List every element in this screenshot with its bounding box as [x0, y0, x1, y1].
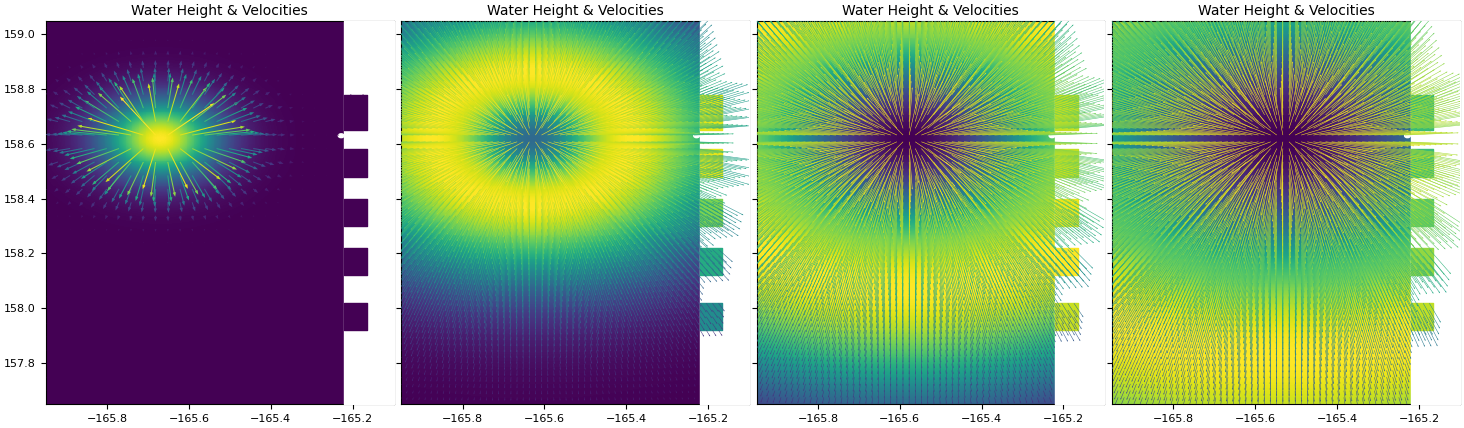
Title: Water Height & Velocities: Water Height & Velocities: [842, 4, 1019, 18]
Circle shape: [338, 134, 344, 138]
Title: Water Height & Velocities: Water Height & Velocities: [132, 4, 307, 18]
Circle shape: [1404, 134, 1410, 138]
Title: Water Height & Velocities: Water Height & Velocities: [486, 4, 663, 18]
Circle shape: [1050, 134, 1056, 138]
Circle shape: [694, 134, 700, 138]
Title: Water Height & Velocities: Water Height & Velocities: [1198, 4, 1375, 18]
